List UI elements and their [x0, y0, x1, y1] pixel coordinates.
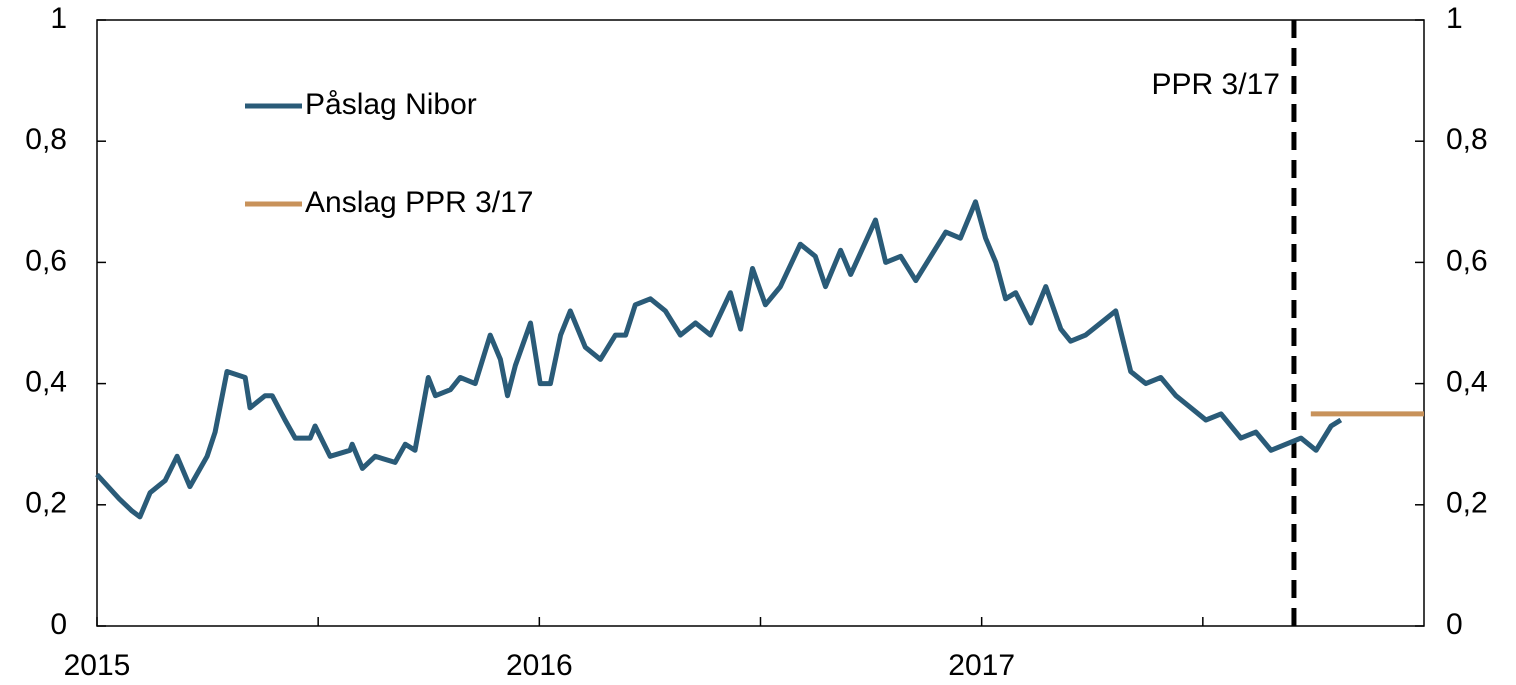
legend-label: Anslag PPR 3/17: [305, 186, 533, 219]
y-tick-label: 0,6: [25, 244, 67, 277]
y2-tick-label: 0,2: [1446, 487, 1488, 520]
y2-tick-label: 0,8: [1446, 123, 1488, 156]
x-tick-label: 2017: [948, 649, 1015, 682]
x-tick-label: 2015: [64, 649, 131, 682]
y2-tick-label: 1: [1446, 2, 1463, 35]
y-tick-label: 0,2: [25, 487, 67, 520]
plot-frame: [96, 19, 1425, 627]
y2-tick-label: 0,4: [1446, 366, 1488, 399]
annotation-label: PPR 3/17: [1152, 68, 1280, 101]
series-line: [95, 199, 1343, 520]
y-tick-label: 1: [50, 2, 67, 35]
y2-tick-label: 0,6: [1446, 244, 1488, 277]
legend-label: Påslag Nibor: [305, 88, 477, 121]
x-tick-label: 2016: [506, 649, 573, 682]
y-tick-label: 0,8: [25, 123, 67, 156]
y-tick-label: 0: [50, 608, 67, 641]
y-tick-label: 0,4: [25, 366, 67, 399]
y2-tick-label: 0: [1446, 608, 1463, 641]
